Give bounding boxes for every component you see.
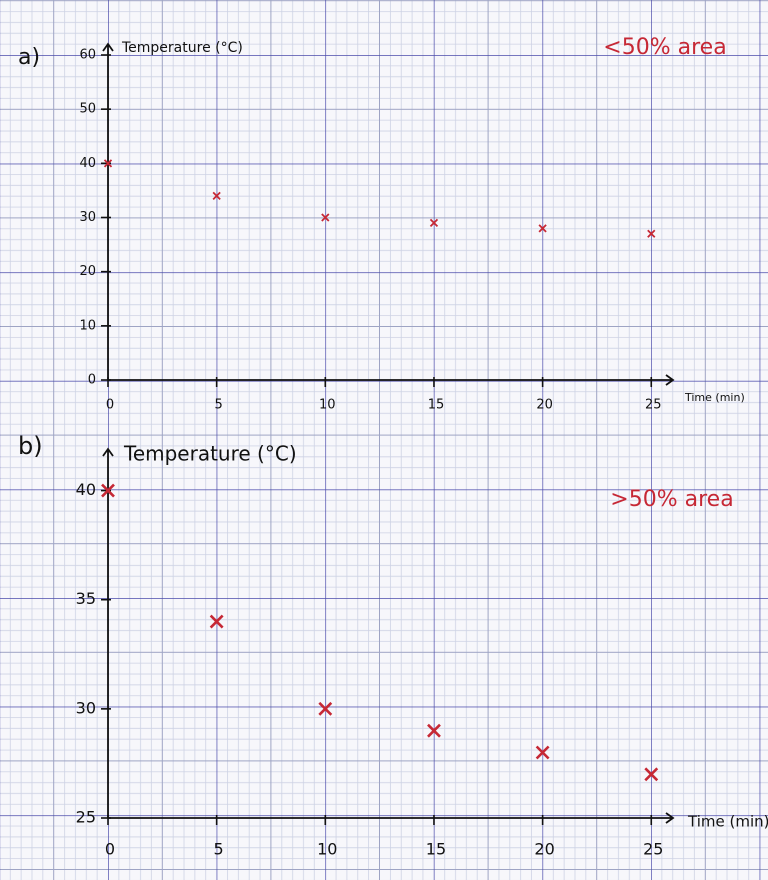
y-tick-label: 30 [79,210,96,225]
y-tick-label: 25 [76,808,96,827]
panel-label: a) [18,45,40,70]
annotation: >50% area [610,487,733,512]
y-tick-label: 50 [79,102,96,117]
y-tick-label: 40 [79,156,96,171]
data-point [538,224,547,233]
y-axis [102,42,114,380]
x-axis-label: Time (min) [684,391,745,404]
y-tick-label: 10 [79,318,96,333]
y-tick-label: 35 [76,589,96,608]
x-axis [108,374,675,386]
x-tick-label: 5 [214,840,224,859]
y-tick-label: 0 [88,373,96,388]
x-tick-label: 20 [536,398,553,413]
x-tick-label: 5 [215,398,223,413]
x-tick-label: 15 [428,398,445,413]
data-point [321,213,330,222]
y-tick-label: 20 [79,264,96,279]
data-point [101,483,115,498]
data-point [209,614,224,629]
panel-label: b) [18,432,43,460]
y-axis-label: Temperature (°C) [121,40,243,56]
x-tick-label: 10 [317,840,337,859]
data-point [318,701,333,716]
x-tick-label: 20 [534,840,554,859]
y-tick-label: 40 [76,480,96,499]
x-tick-label: 10 [319,398,336,413]
x-tick-label: 15 [426,840,446,859]
x-tick-label: 25 [643,840,663,859]
y-axis-label: Temperature (°C) [123,442,297,466]
data-point [427,723,441,738]
y-tick-label: 60 [79,48,96,63]
x-tick-label: 0 [105,840,115,859]
y-axis [102,447,114,818]
data-point [212,191,221,200]
data-point [103,159,113,168]
data-point [644,767,659,782]
data-point [535,745,550,760]
x-tick-label: 25 [645,398,662,413]
x-axis-label: Time (min) [687,813,768,831]
y-tick-label: 30 [76,698,96,717]
data-point [647,229,656,238]
x-axis [108,812,675,824]
data-point [429,218,439,228]
x-tick-label: 0 [106,398,114,413]
annotation: <50% area [603,35,726,60]
